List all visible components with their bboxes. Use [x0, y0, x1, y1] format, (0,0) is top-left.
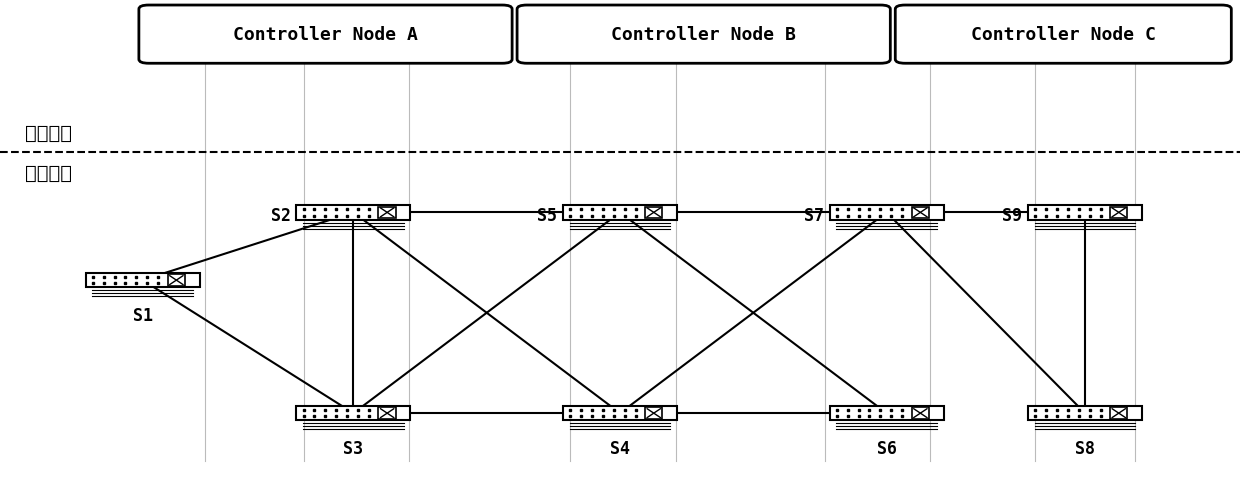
- Bar: [1110, 207, 1127, 219]
- Text: 数据平面: 数据平面: [25, 163, 72, 182]
- Bar: [167, 275, 185, 287]
- Bar: [563, 406, 677, 420]
- Bar: [645, 207, 662, 219]
- FancyBboxPatch shape: [517, 6, 890, 64]
- Bar: [1110, 407, 1127, 419]
- Text: S5: S5: [537, 207, 557, 225]
- Bar: [645, 407, 662, 419]
- Bar: [1028, 406, 1142, 420]
- Text: S4: S4: [610, 439, 630, 457]
- Bar: [86, 274, 200, 288]
- Text: 控制平面: 控制平面: [25, 123, 72, 142]
- Text: S7: S7: [804, 207, 823, 225]
- FancyBboxPatch shape: [895, 6, 1231, 64]
- Text: S9: S9: [1002, 207, 1022, 225]
- Bar: [296, 206, 410, 220]
- Text: S1: S1: [133, 306, 153, 324]
- Text: S6: S6: [877, 439, 897, 457]
- Text: S3: S3: [343, 439, 363, 457]
- Bar: [911, 207, 929, 219]
- Bar: [296, 406, 410, 420]
- Text: S8: S8: [1075, 439, 1095, 457]
- Bar: [378, 207, 396, 219]
- Text: Controller Node A: Controller Node A: [233, 26, 418, 44]
- Bar: [830, 206, 944, 220]
- Bar: [1028, 206, 1142, 220]
- Bar: [911, 407, 929, 419]
- Bar: [830, 406, 944, 420]
- Text: Controller Node B: Controller Node B: [611, 26, 796, 44]
- FancyBboxPatch shape: [139, 6, 512, 64]
- Text: Controller Node C: Controller Node C: [971, 26, 1156, 44]
- Bar: [378, 407, 396, 419]
- Bar: [563, 206, 677, 220]
- Text: S2: S2: [270, 207, 290, 225]
